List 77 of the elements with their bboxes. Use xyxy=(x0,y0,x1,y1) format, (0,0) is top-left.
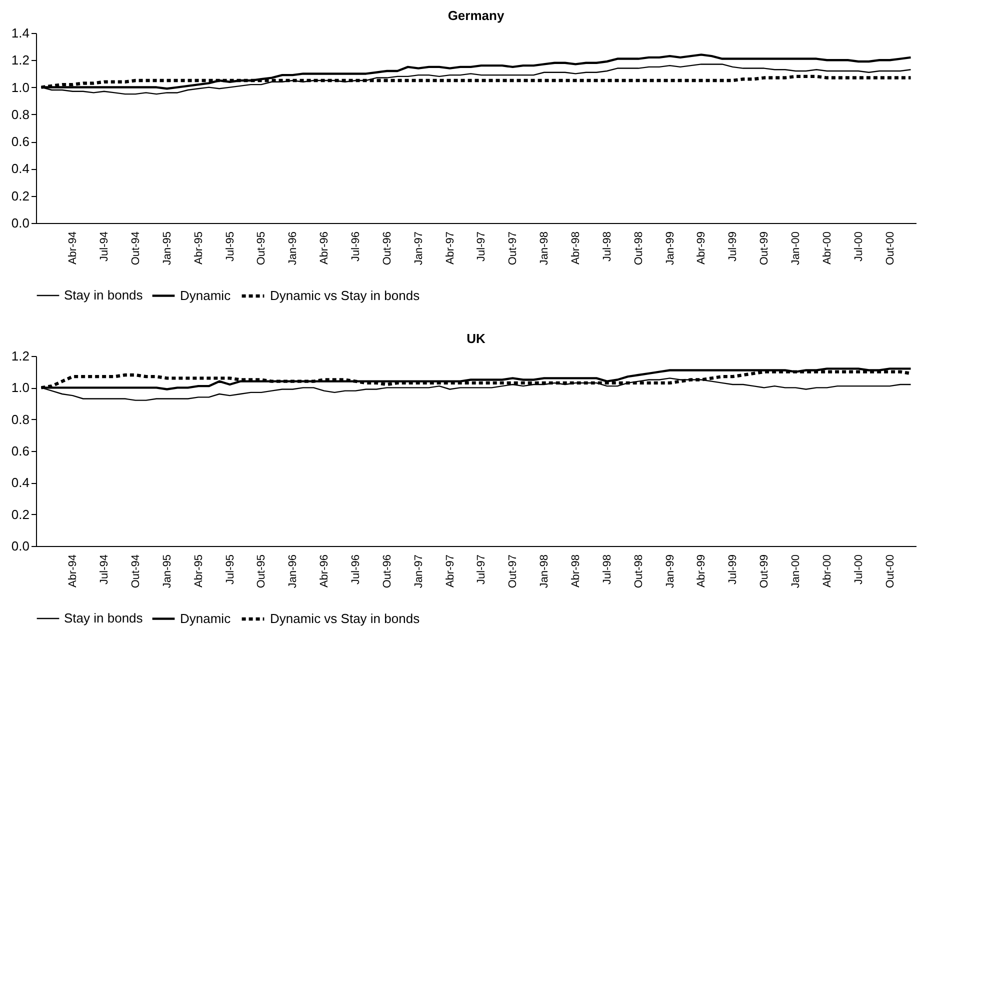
x-tick-label: Abr-00 xyxy=(821,554,834,588)
y-tick-label: 0.4 xyxy=(11,161,30,176)
x-tick-label: Jul-00 xyxy=(852,232,865,262)
y-tick-label: 1.2 xyxy=(11,52,30,68)
x-tick-label: Jan-00 xyxy=(790,232,802,266)
x-tick-label: Abr-94 xyxy=(67,232,80,265)
x-tick-label: Jul-98 xyxy=(601,554,614,584)
x-tick-label: Jan-95 xyxy=(161,232,174,266)
x-tick-label: Out-98 xyxy=(632,232,645,266)
x-tick-label: Jan-96 xyxy=(287,232,300,266)
x-tick-label: Abr-98 xyxy=(570,232,582,265)
x-tick-label: Jul-99 xyxy=(727,554,740,584)
chart-title: UK xyxy=(466,331,486,346)
x-tick-label: Abr-96 xyxy=(318,554,331,588)
y-tick-label: 0.0 xyxy=(11,538,30,554)
y-tick-label: 0.2 xyxy=(11,188,30,204)
x-tick-label: Abr-99 xyxy=(696,554,708,588)
legend-label: Dynamic vs Stay in bonds xyxy=(270,611,420,626)
x-tick-label: Out-00 xyxy=(884,554,896,588)
y-tick-label: 0.0 xyxy=(11,216,30,230)
x-tick-label: Jul-95 xyxy=(224,232,236,262)
legend-label: Dynamic xyxy=(180,288,232,303)
x-tick-label: Abr-96 xyxy=(318,232,331,265)
x-tick-label: Jul-97 xyxy=(476,554,488,584)
x-tick-label: Out-95 xyxy=(256,554,268,588)
y-tick-label: 0.8 xyxy=(11,412,30,427)
x-tick-label: Out-99 xyxy=(758,232,771,266)
x-tick-label: Out-95 xyxy=(256,232,268,266)
x-tick-label: Abr-99 xyxy=(696,232,708,265)
x-tick-label: Out-99 xyxy=(758,554,771,588)
legend-label: Dynamic xyxy=(180,610,232,626)
x-tick-label: Jan-97 xyxy=(412,232,425,266)
x-tick-label: Out-97 xyxy=(507,232,520,266)
x-tick-label: Jan-99 xyxy=(664,232,676,266)
x-tick-label: Jan-99 xyxy=(664,554,676,588)
x-tick-label: Jan-97 xyxy=(412,554,425,588)
x-tick-label: Jul-94 xyxy=(98,554,111,584)
x-tick-label: Jul-94 xyxy=(98,232,111,262)
y-tick-label: 1.2 xyxy=(11,348,30,364)
x-tick-label: Out-96 xyxy=(381,232,394,266)
x-tick-label: Jul-00 xyxy=(852,554,865,584)
x-tick-label: Jul-96 xyxy=(350,554,362,584)
x-tick-label: Jul-96 xyxy=(350,232,362,262)
x-tick-label: Out-94 xyxy=(130,554,142,588)
x-tick-label: Out-98 xyxy=(632,554,645,588)
chart-title: Germany xyxy=(448,8,505,23)
y-tick-label: 0.8 xyxy=(11,106,30,122)
x-tick-label: Jan-96 xyxy=(287,554,300,588)
x-tick-label: Jul-99 xyxy=(727,232,740,262)
x-tick-label: Abr-97 xyxy=(444,232,456,265)
x-tick-label: Jan-98 xyxy=(538,554,551,588)
x-tick-label: Out-97 xyxy=(507,554,520,588)
y-tick-label: 0.6 xyxy=(11,444,30,458)
x-tick-label: Jul-97 xyxy=(476,232,488,262)
y-tick-label: 0.2 xyxy=(11,506,30,522)
y-tick-label: 1.0 xyxy=(11,380,30,396)
legend-label: Dynamic vs Stay in bonds xyxy=(270,288,420,303)
x-tick-label: Out-96 xyxy=(381,554,394,588)
x-tick-label: Out-94 xyxy=(130,232,142,266)
x-tick-label: Jan-98 xyxy=(538,232,551,266)
x-tick-label: Jan-00 xyxy=(790,554,802,588)
x-tick-label: Abr-95 xyxy=(192,232,205,265)
legend-label: Stay in bonds xyxy=(64,288,144,302)
y-tick-label: 0.6 xyxy=(11,134,30,150)
x-tick-label: Jan-95 xyxy=(161,554,174,588)
x-tick-label: Abr-00 xyxy=(821,232,834,265)
legend-label: Stay in bonds xyxy=(64,610,144,626)
x-tick-label: Abr-97 xyxy=(444,554,456,588)
x-tick-label: Jul-95 xyxy=(224,554,236,584)
x-tick-label: Jul-98 xyxy=(601,232,614,262)
x-tick-label: Abr-98 xyxy=(570,554,582,588)
y-tick-label: 1.4 xyxy=(11,26,30,40)
y-tick-label: 0.4 xyxy=(11,475,30,490)
x-tick-label: Abr-94 xyxy=(67,554,80,588)
y-tick-label: 1.0 xyxy=(11,80,30,95)
x-tick-label: Out-00 xyxy=(884,232,896,266)
x-tick-label: Abr-95 xyxy=(192,554,205,588)
